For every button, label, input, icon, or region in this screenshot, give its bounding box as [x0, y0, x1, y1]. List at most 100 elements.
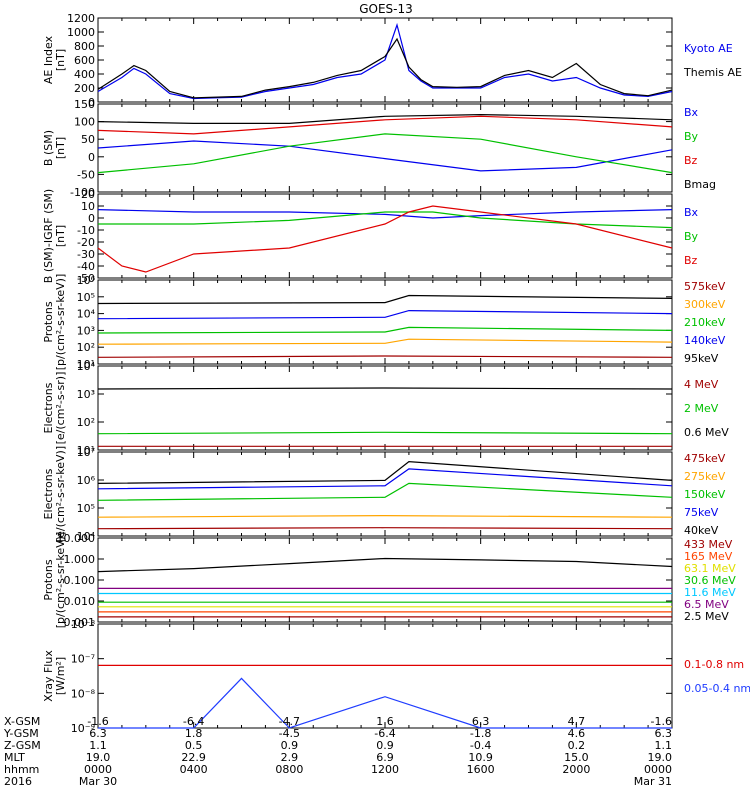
- legend-entry: Bz: [684, 254, 698, 267]
- series-line: [97, 387, 673, 390]
- y-axis-label: Electrons: [42, 468, 55, 519]
- ephemeris-value: 6.3: [472, 715, 490, 728]
- y-tick-label: 0.010: [64, 595, 96, 608]
- panel-protons_mev: 0.001 0.010 0.100 1.000 10.000 Protons [p/(cm²…: [42, 532, 736, 629]
- y-tick-label: 10⁶: [77, 274, 96, 287]
- y-tick-label: -20: [77, 236, 95, 249]
- panel-electrons_kev: 10⁴ 10⁵ 10⁶ 10⁷ Electrons [e/(cm²-s-sr-keV)] 4…: [42, 446, 726, 543]
- series-line: [97, 355, 673, 358]
- ephemeris-value: 2000: [562, 763, 590, 776]
- legend-entry: 6.5 MeV: [684, 598, 729, 611]
- panel-bsm: -100 -50 0 50 100 150 B (SM) [nT] Bx By Bz Bmag: [42, 98, 716, 199]
- legend-entry: 75keV: [684, 506, 719, 519]
- y-tick-label: 10⁻⁷: [71, 653, 95, 666]
- ephemeris-value: 0000: [84, 763, 112, 776]
- ephemeris-value: 0400: [180, 763, 208, 776]
- y-tick-label: 10⁻⁹: [71, 722, 95, 735]
- y-tick-label: 10⁴: [77, 530, 96, 543]
- legend-entry: 0.1-0.8 nm: [684, 658, 744, 671]
- panel-frame: [97, 193, 673, 279]
- ephemeris-row-label: Y-GSM: [3, 727, 39, 740]
- ephemeris-value: -1.6: [651, 715, 672, 728]
- y-axis-label: [e/(cm²-s-sr-keV)]: [54, 446, 67, 542]
- ephemeris-value: -0.4: [470, 739, 491, 752]
- series-line: [97, 514, 673, 518]
- ephemeris-value: 6.9: [376, 751, 394, 764]
- series-line: [97, 482, 673, 501]
- ephemeris-value: 4.6: [568, 727, 586, 740]
- ephemeris-value: Mar 31: [634, 775, 672, 788]
- legend-entry: Bx: [684, 106, 699, 119]
- ephemeris-value: 2.9: [281, 751, 299, 764]
- ephemeris-value: 1.6: [376, 715, 394, 728]
- legend-entry: 95keV: [684, 352, 719, 365]
- panel-xray: 10⁻⁹ 10⁻⁸ 10⁻⁷ 10⁻⁸ Xray Flux [W/m²] 0.1-0.8 n…: [42, 618, 750, 735]
- ephemeris-row-label: X-GSM: [4, 715, 40, 728]
- y-axis-label: Protons: [42, 559, 55, 600]
- ephemeris-value: 1.8: [185, 727, 203, 740]
- y-tick-label: 0.001: [64, 616, 96, 629]
- ephemeris-value: 1.1: [655, 739, 673, 752]
- legend-entry: By: [684, 130, 699, 143]
- legend-entry: 475keV: [684, 452, 726, 465]
- y-tick-label: 10⁻⁸: [71, 687, 96, 700]
- legend-entry: 30.6 MeV: [684, 574, 736, 587]
- ephemeris-value: 10.9: [468, 751, 493, 764]
- y-tick-label: -50: [77, 272, 95, 285]
- legend-entry: 63.1 MeV: [684, 562, 736, 575]
- series-line: [97, 205, 673, 273]
- series-line: [97, 294, 673, 305]
- panel-frame: [97, 279, 673, 365]
- ephemeris-value: 15.0: [564, 751, 589, 764]
- y-tick-label: 100: [74, 116, 95, 129]
- ephemeris-value: -4.7: [279, 715, 300, 728]
- y-tick-label: -10: [77, 224, 95, 237]
- y-tick-label: 20: [81, 188, 95, 201]
- legend-entry: 40keV: [684, 524, 719, 537]
- y-tick-label: 10¹: [77, 444, 95, 457]
- ephemeris-row-label: hhmm: [4, 763, 39, 776]
- y-tick-label: 10⁶: [77, 474, 96, 487]
- series-line: [97, 326, 673, 334]
- ephemeris-value: 4.7: [568, 715, 586, 728]
- ephemeris-value: 22.9: [181, 751, 206, 764]
- ephemeris-value: 1200: [371, 763, 399, 776]
- y-axis-label: [p/(cm²-s-sr-keV)]: [54, 532, 67, 629]
- y-tick-label: 10⁻⁸: [71, 618, 96, 631]
- series-line: [97, 22, 673, 100]
- legend-entry: By: [684, 230, 699, 243]
- y-tick-label: 200: [74, 82, 95, 95]
- ephemeris-table: X-GSMY-GSMZ-GSMMLThhmm2016-1.66.31.119.0…: [3, 715, 672, 788]
- ephemeris-value: -1.6: [87, 715, 108, 728]
- panel-frame: [97, 365, 673, 451]
- ephemeris-row-label: 2016: [4, 775, 32, 788]
- y-tick-label: 10⁴: [77, 308, 96, 321]
- series-line: [97, 431, 673, 435]
- legend-entry: 210keV: [684, 316, 726, 329]
- series-line: [97, 527, 673, 530]
- series-line: [97, 113, 673, 125]
- series-line: [97, 309, 673, 320]
- legend-entry: Bx: [684, 206, 699, 219]
- ephemeris-value: 1.1: [89, 739, 107, 752]
- y-axis-label: B (SM)-IGRF (SM): [42, 189, 55, 283]
- ephemeris-value: 0000: [644, 763, 672, 776]
- series-line: [97, 338, 673, 345]
- ephemeris-value: 0.5: [185, 739, 203, 752]
- y-axis-label: AE Index: [42, 35, 55, 84]
- series-line: [97, 140, 673, 172]
- y-axis-label: Electrons: [42, 382, 55, 433]
- ephemeris-value: 6.3: [89, 727, 107, 740]
- panel-frame: [97, 537, 673, 623]
- y-tick-label: 0: [88, 151, 95, 164]
- y-tick-label: 0.100: [64, 574, 96, 587]
- y-tick-label: 150: [74, 98, 95, 111]
- y-tick-label: -30: [77, 248, 95, 261]
- legend-entry: 150keV: [684, 488, 726, 501]
- series-line: [97, 557, 673, 573]
- y-tick-label: 10⁴: [77, 360, 96, 373]
- y-tick-label: 10³: [77, 324, 95, 337]
